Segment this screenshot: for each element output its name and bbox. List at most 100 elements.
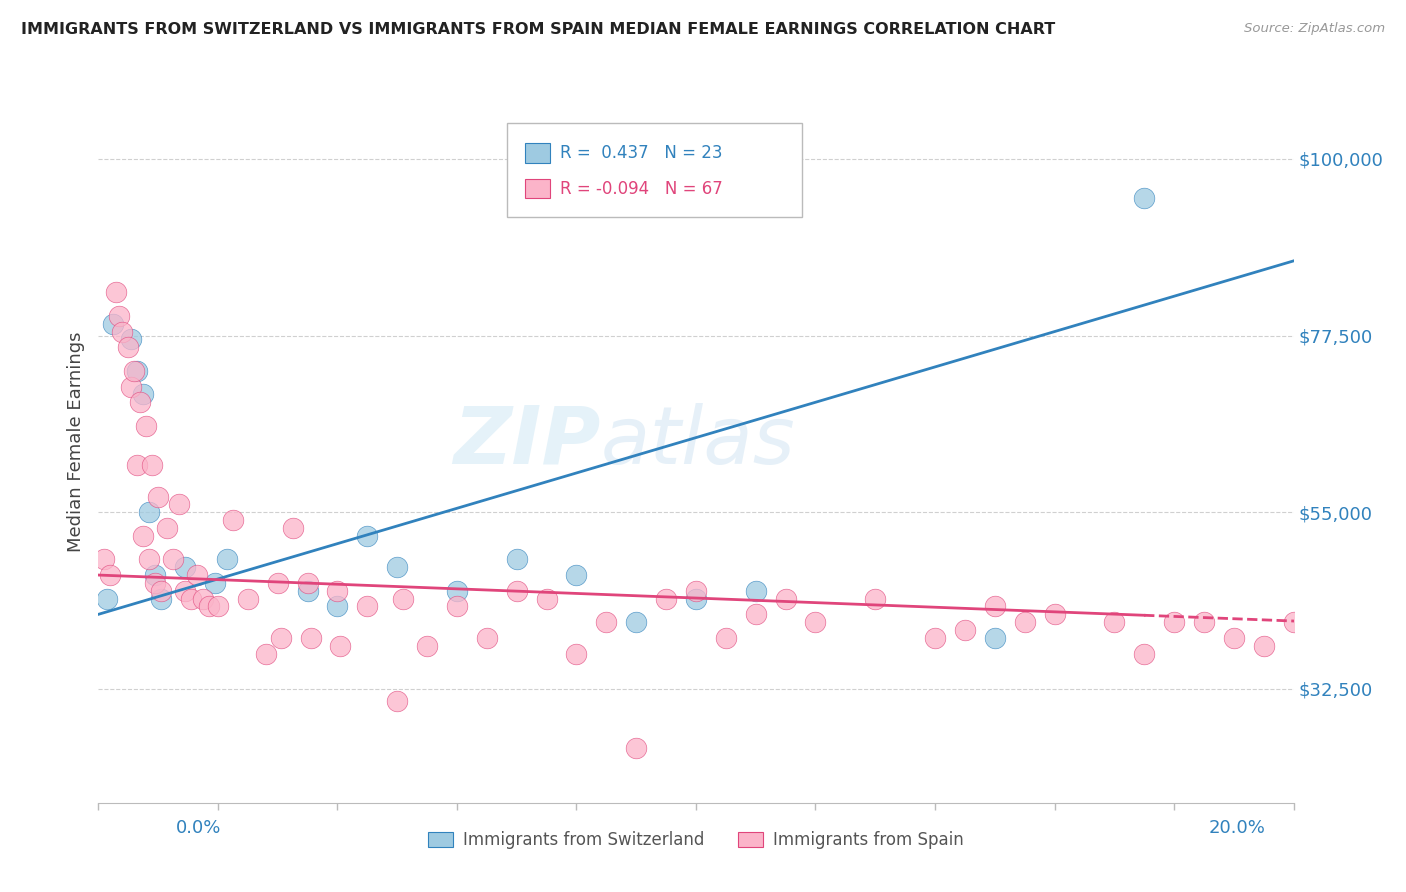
Point [191, 591, 214, 606]
Point [138, 505, 160, 519]
Point [236, 591, 259, 606]
Point [132, 387, 155, 401]
Point [685, 583, 707, 598]
Point [174, 583, 197, 598]
Point [143, 575, 166, 590]
Point [215, 552, 238, 566]
Point [180, 591, 202, 606]
Point [329, 639, 352, 653]
Text: R = -0.094   N = 67: R = -0.094 N = 67 [560, 179, 723, 198]
Point [111, 325, 134, 339]
Point [297, 583, 319, 598]
Text: ZIP: ZIP [453, 402, 600, 481]
Point [207, 599, 229, 614]
Point [156, 521, 179, 535]
Point [565, 568, 588, 582]
Text: 0.0%: 0.0% [176, 819, 221, 837]
Point [129, 395, 152, 409]
Point [186, 568, 208, 582]
Point [356, 599, 378, 614]
Point [595, 615, 617, 630]
Point [1163, 615, 1185, 630]
Point [416, 639, 439, 653]
Point [1133, 191, 1156, 205]
Point [1043, 607, 1066, 622]
Point [1014, 615, 1036, 630]
Point [506, 583, 529, 598]
Point [1104, 615, 1126, 630]
Point [655, 591, 678, 606]
Point [98, 568, 122, 582]
Point [138, 552, 160, 566]
Point [385, 560, 409, 574]
Point [141, 458, 163, 472]
Point [1282, 615, 1305, 630]
Point [162, 552, 184, 566]
Point [326, 599, 349, 614]
Point [132, 529, 155, 543]
Point [105, 285, 128, 300]
Point [1133, 647, 1156, 661]
Point [745, 583, 768, 598]
Point [984, 631, 1007, 645]
Point [1192, 615, 1215, 630]
Y-axis label: Median Female Earnings: Median Female Earnings [66, 331, 84, 552]
Point [222, 513, 245, 527]
Point [120, 379, 142, 393]
Point [143, 568, 166, 582]
Point [281, 521, 304, 535]
Text: R =  0.437   N = 23: R = 0.437 N = 23 [560, 145, 723, 162]
Point [356, 529, 378, 543]
Point [536, 591, 558, 606]
Point [297, 575, 319, 590]
Point [103, 317, 125, 331]
Point [117, 340, 139, 354]
Point [385, 694, 409, 708]
Point [984, 599, 1007, 614]
Point [198, 599, 221, 614]
Point [745, 607, 768, 622]
Point [108, 309, 131, 323]
Text: 20.0%: 20.0% [1209, 819, 1265, 837]
Point [120, 333, 142, 347]
Text: Source: ZipAtlas.com: Source: ZipAtlas.com [1244, 22, 1385, 36]
Point [96, 591, 118, 606]
Point [685, 591, 707, 606]
Point [1312, 647, 1334, 661]
Point [475, 631, 498, 645]
Point [150, 583, 173, 598]
Point [174, 560, 197, 574]
Point [865, 591, 887, 606]
Point [714, 631, 737, 645]
Point [299, 631, 322, 645]
Point [626, 615, 648, 630]
Point [924, 631, 946, 645]
Point [1223, 631, 1246, 645]
Point [565, 647, 588, 661]
Point [326, 583, 349, 598]
Point [446, 583, 468, 598]
Point [775, 591, 797, 606]
Text: IMMIGRANTS FROM SWITZERLAND VS IMMIGRANTS FROM SPAIN MEDIAN FEMALE EARNINGS CORR: IMMIGRANTS FROM SWITZERLAND VS IMMIGRANT… [21, 22, 1056, 37]
Point [127, 364, 149, 378]
Point [506, 552, 529, 566]
Point [148, 490, 170, 504]
Point [1253, 639, 1275, 653]
Point [124, 364, 146, 378]
Point [167, 497, 190, 511]
Point [150, 591, 173, 606]
Point [446, 599, 468, 614]
Point [270, 631, 292, 645]
Point [127, 458, 149, 472]
Point [953, 623, 976, 637]
Point [254, 647, 277, 661]
Point [135, 418, 157, 433]
Point [626, 740, 648, 755]
Point [204, 575, 226, 590]
Text: atlas: atlas [600, 402, 796, 481]
Point [267, 575, 290, 590]
Point [93, 552, 115, 566]
Point [804, 615, 827, 630]
Point [392, 591, 415, 606]
Legend: Immigrants from Switzerland, Immigrants from Spain: Immigrants from Switzerland, Immigrants … [422, 824, 970, 856]
